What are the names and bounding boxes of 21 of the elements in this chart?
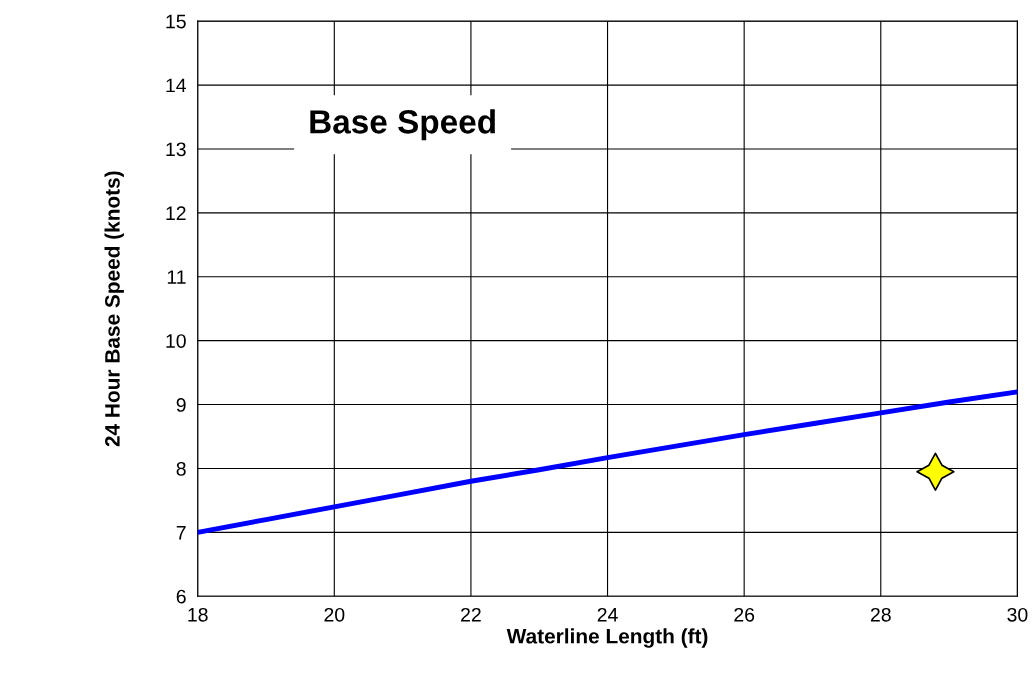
x-tick-label: 24 xyxy=(597,607,618,622)
line-series xyxy=(197,389,1018,535)
y-axis-title: 24 Hour Base Speed (knots) xyxy=(104,171,124,447)
y-tick-label: 7 xyxy=(176,526,186,540)
y-tick-label: 10 xyxy=(166,334,186,348)
x-tick-label: 28 xyxy=(870,607,891,622)
x-axis-title: Waterline Length (ft) xyxy=(506,628,708,648)
y-tick-label: 11 xyxy=(167,270,186,284)
y-tick-label: 9 xyxy=(176,398,186,412)
x-tick-label: 26 xyxy=(734,607,755,622)
y-tick-label: 15 xyxy=(166,14,186,29)
y-tick-label: 13 xyxy=(166,142,186,157)
y-tick-label: 12 xyxy=(166,206,186,220)
x-tick-label: 20 xyxy=(324,607,345,622)
y-tick-label: 6 xyxy=(176,589,186,604)
y-tick-label: 8 xyxy=(176,461,186,476)
y-tick-label: 14 xyxy=(166,78,187,93)
x-tick-label: 18 xyxy=(188,607,208,622)
x-tick-label: 22 xyxy=(461,607,481,622)
x-tick-label: 30 xyxy=(1007,607,1028,622)
text: Base Speed xyxy=(310,109,495,141)
